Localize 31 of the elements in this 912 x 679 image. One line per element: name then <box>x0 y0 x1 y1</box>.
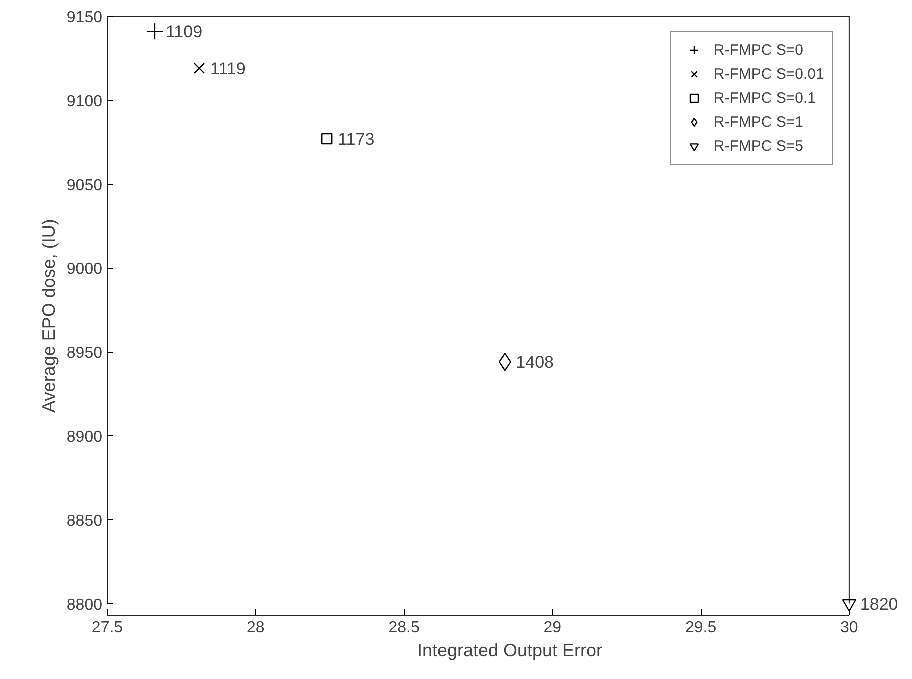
annotation: 1119 <box>210 60 246 79</box>
annotation: 1408 <box>516 353 554 372</box>
legend-label: R-FMPC S=5 <box>714 138 804 154</box>
legend-label: R-FMPC S=0.01 <box>714 66 824 82</box>
x-tick-label: 28 <box>246 620 265 636</box>
point <box>498 353 512 372</box>
y-tick-label: 9150 <box>66 10 103 26</box>
x-tick-label: 30 <box>840 620 858 636</box>
y-tick-label: 9050 <box>66 177 103 194</box>
annotation: 1109 <box>166 22 203 42</box>
y-tick-label: 8800 <box>66 596 103 614</box>
annotation: 1173 <box>338 130 375 149</box>
annotation: 1820 <box>860 594 898 614</box>
y-tick-label: 8850 <box>66 512 103 530</box>
legend-label: R-FMPC S=0 <box>714 42 804 58</box>
y-tick-label: 8900 <box>66 428 103 446</box>
x-tick-label: 27.5 <box>92 620 124 636</box>
y-axis-title: Average EPO dose, (IU) <box>38 219 59 413</box>
x-tick-label: 29.5 <box>685 620 717 636</box>
point <box>322 133 333 145</box>
y-tick-label: 9100 <box>66 93 103 110</box>
legend-label: R-FMPC S=1 <box>714 114 804 130</box>
point <box>146 23 164 40</box>
legend-label: R-FMPC S=0.1 <box>714 90 816 106</box>
x-tick-label: 28.5 <box>388 620 420 636</box>
y-tick-label: 9000 <box>66 261 103 278</box>
point <box>194 62 206 74</box>
point <box>842 599 857 612</box>
x-tick-label: 29 <box>544 620 562 636</box>
x-axis-title: Integrated Output Error <box>417 640 603 660</box>
y-tick-label: 8950 <box>66 345 103 362</box>
